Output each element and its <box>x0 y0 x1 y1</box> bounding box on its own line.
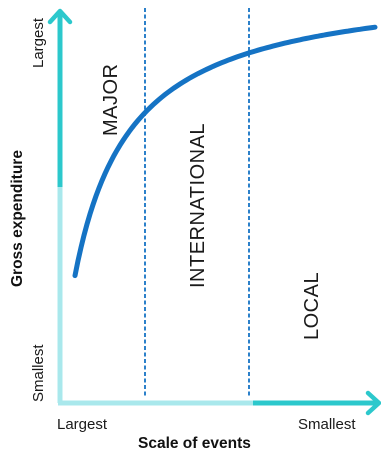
x-axis-left-label: Largest <box>57 416 108 433</box>
y-axis-arrowhead-icon <box>47 8 73 25</box>
y-axis <box>47 8 73 403</box>
x-axis-right-label: Smallest <box>298 416 356 433</box>
x-axis-arrowhead-icon <box>365 390 381 416</box>
x-axis <box>58 390 381 416</box>
zone-label-major: MAJOR <box>100 64 122 137</box>
y-axis-top-label: Largest <box>30 17 47 68</box>
expenditure-curve <box>72 24 378 279</box>
y-axis-title: Gross expenditure <box>9 150 26 287</box>
zone-label-local: LOCAL <box>301 272 323 340</box>
zone-label-international: INTERNATIONAL <box>187 123 209 288</box>
x-axis-title: Scale of events <box>138 435 251 452</box>
y-axis-bottom-label: Smallest <box>30 344 47 402</box>
